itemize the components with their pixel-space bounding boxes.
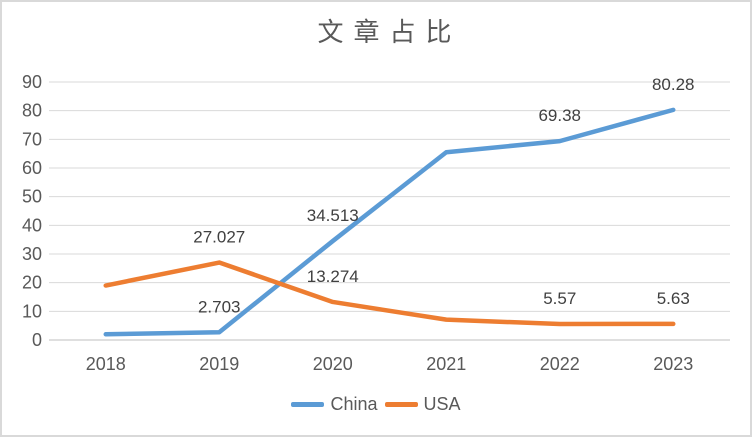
x-axis-label: 2021 [426,354,466,374]
x-axis-label: 2022 [540,354,580,374]
chart-title: 文章占比 [317,18,462,47]
series-line-usa [103,260,676,327]
x-axis-label: 2023 [653,354,693,374]
y-axis-label: 30 [22,244,42,264]
y-axis-label: 0 [32,330,42,350]
legend-item-usa: USA [384,393,461,415]
data-label-usa: 13.274 [307,267,359,286]
x-axis-label: 2019 [199,354,239,374]
legend: China USA [2,391,750,417]
data-label-china: 34.513 [307,206,359,225]
data-label-china: 69.38 [538,106,581,125]
data-label-usa: 27.027 [193,228,245,247]
y-axis-label: 80 [22,101,42,121]
y-axis-label: 60 [22,158,42,178]
legend-item-china: China [291,393,378,415]
y-axis-label: 90 [22,72,42,92]
legend-swatch-china [291,401,325,407]
legend-label-usa: USA [423,393,461,414]
y-axis-label: 70 [22,129,42,149]
x-axis-label: 2018 [86,354,126,374]
y-axis-label: 10 [22,301,42,321]
y-axis-label: 50 [22,187,42,207]
data-label-usa: 5.57 [543,289,576,308]
data-label-usa: 5.63 [657,289,690,308]
y-axis-label: 40 [22,215,42,235]
legend-swatch-usa [384,401,418,407]
data-label-china: 2.703 [198,297,241,316]
y-axis-label: 20 [22,273,42,293]
legend-label-china: China [330,393,378,414]
series-line-china [103,107,676,337]
data-label-china: 80.28 [652,75,695,94]
x-axis-label: 2020 [313,354,353,374]
